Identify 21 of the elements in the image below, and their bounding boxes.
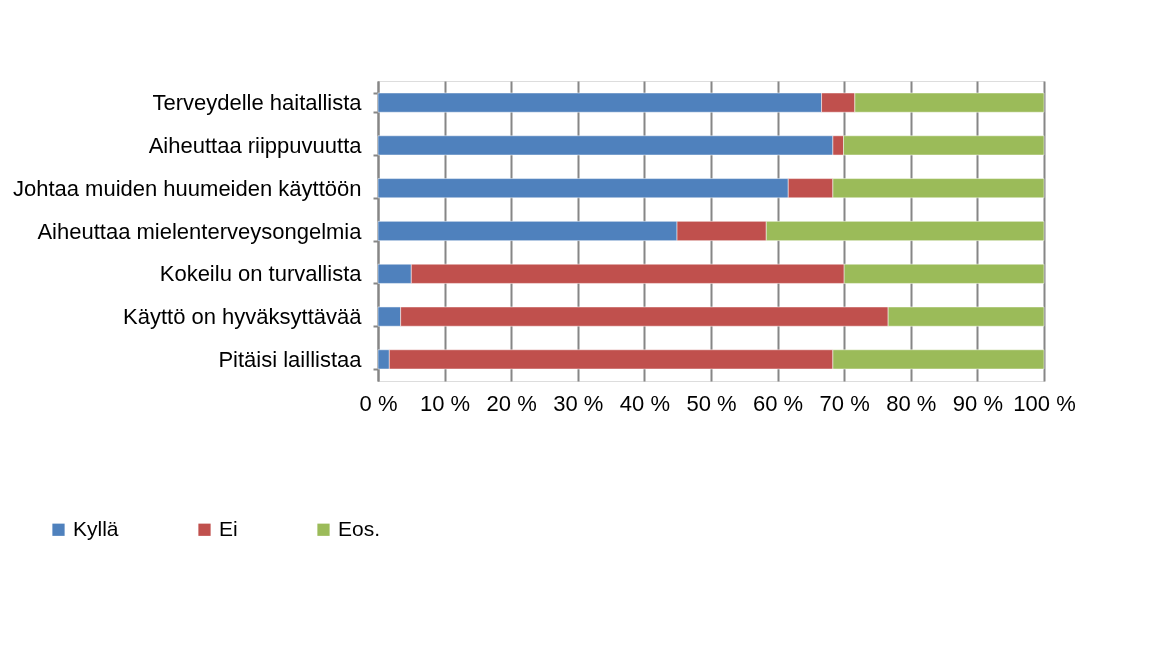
legend-label: Kyllä (73, 516, 119, 540)
legend-label: Eos. (338, 516, 381, 540)
x-tick-label: 30 % (553, 390, 604, 416)
x-tick-label: 40 % (619, 390, 670, 416)
x-tick-label: 90 % (952, 390, 1003, 416)
y-tick-label: Pitäisi laillistaa (218, 346, 363, 372)
y-tick-label: Käyttö on hyväksyttävää (123, 304, 363, 330)
y-tick-label: Terveydelle haitallista (152, 90, 363, 116)
x-tick-label: 100 % (1013, 390, 1076, 416)
x-tick-label: 0 % (359, 390, 398, 416)
y-tick-label: Johtaa muiden huumeiden käyttöön (12, 175, 362, 201)
y-tick-label: Aiheuttaa riippuvuutta (148, 132, 363, 158)
x-tick-label: 80 % (886, 390, 937, 416)
x-tick-label: 20 % (486, 390, 537, 416)
x-tick-label: 50 % (686, 390, 737, 416)
x-tick-label: 10 % (420, 390, 471, 416)
y-tick-label: Aiheuttaa mielenterveysongelmia (37, 218, 363, 244)
x-tick-label: 70 % (819, 390, 870, 416)
legend-label: Ei (219, 516, 238, 540)
y-tick-label: Kokeilu on turvallista (159, 261, 363, 287)
x-tick-label: 60 % (753, 390, 804, 416)
